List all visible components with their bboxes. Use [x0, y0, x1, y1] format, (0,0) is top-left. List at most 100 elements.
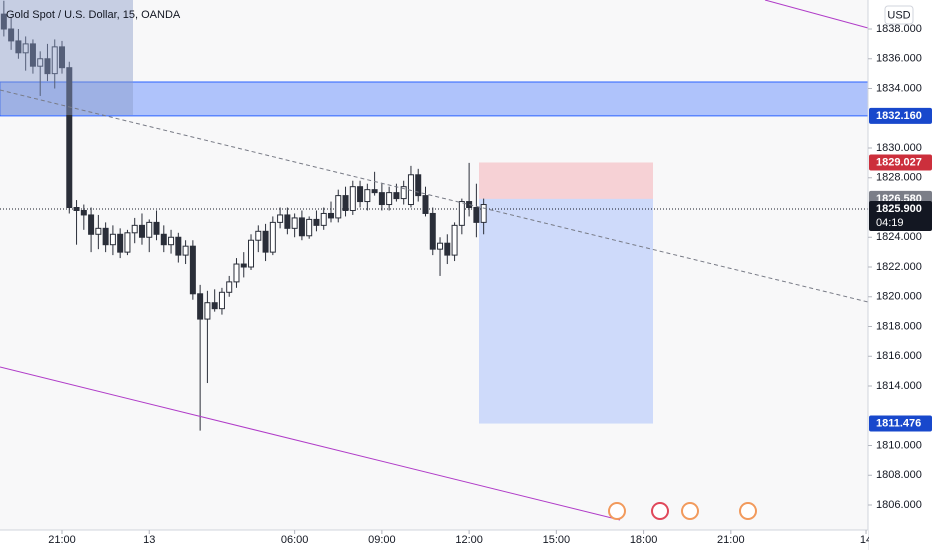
candle-body — [342, 195, 349, 211]
y-tick-label: 1820.000 — [876, 291, 922, 303]
candle-body — [153, 221, 160, 235]
candle-body — [29, 43, 36, 67]
price-label: 1832.160 — [876, 110, 922, 122]
candle-body — [291, 217, 298, 229]
axes: 1838.000 1836.000 1834.000 1830.000 1828.000… — [48, 23, 932, 550]
candle-body — [226, 281, 233, 293]
candle-body — [473, 207, 480, 223]
candle-body — [51, 46, 58, 75]
candle-body — [349, 186, 356, 211]
candle-body — [233, 263, 240, 283]
candle-body — [306, 218, 313, 237]
candle-body — [80, 209, 87, 216]
y-tick-label: 1818.000 — [876, 320, 922, 332]
axis-corner — [869, 531, 932, 550]
event-icon[interactable] — [739, 502, 757, 520]
event-icon[interactable] — [681, 502, 699, 520]
candle-body — [466, 201, 473, 209]
candle-body — [458, 201, 465, 226]
supply-zone — [0, 81, 869, 117]
price-label-box — [869, 107, 932, 124]
y-tick-label: 1822.000 — [876, 261, 922, 273]
candle-body — [138, 224, 145, 238]
channel-bottom — [0, 366, 621, 521]
price-label-box — [869, 415, 932, 432]
x-tick-label: 21:00 — [48, 534, 76, 546]
price-label-box — [869, 154, 932, 171]
countdown: 04:19 — [876, 217, 904, 229]
candle-body — [262, 230, 269, 253]
candle-body — [22, 43, 29, 54]
y-tick-label: 1828.000 — [876, 172, 922, 184]
currency: USD — [887, 9, 910, 21]
candle-body — [44, 58, 51, 75]
price-label: 1829.027 — [876, 156, 922, 168]
candle-body — [480, 204, 487, 223]
candle-body — [255, 230, 262, 241]
event-icon[interactable] — [608, 502, 626, 520]
candle-body — [284, 214, 291, 229]
candle-body — [182, 245, 189, 256]
candle-body — [371, 189, 378, 194]
y-tick-label: 1838.000 — [876, 23, 922, 35]
candle-body — [400, 186, 407, 200]
y-tick-label: 1834.000 — [876, 82, 922, 94]
candle-body — [357, 186, 364, 203]
plot — [0, 0, 869, 431]
y-tick-label: 1808.000 — [876, 469, 922, 481]
currency-box[interactable] — [884, 5, 914, 25]
candle-body — [73, 207, 80, 211]
candle-body — [320, 212, 327, 226]
candle-body — [189, 245, 196, 295]
y-tick-label: 1824.000 — [876, 231, 922, 243]
x-tick-label: 06:00 — [281, 534, 309, 546]
chart-title: Gold Spot / U.S. Dollar, 15, OANDA — [6, 9, 181, 21]
candle-body — [197, 293, 204, 320]
trend-line — [0, 89, 869, 303]
candle-body — [378, 192, 385, 206]
candle-body — [117, 233, 124, 253]
plot-background — [0, 0, 868, 530]
candle-body — [59, 46, 66, 69]
candle-body — [160, 233, 167, 246]
candle-body — [131, 224, 138, 234]
candle-body — [88, 214, 95, 235]
candle-body — [415, 174, 422, 197]
candle-body — [218, 291, 225, 310]
stop-zone — [479, 162, 653, 199]
candle-body — [335, 195, 342, 219]
candle-body — [248, 239, 255, 268]
target-zone — [479, 198, 653, 424]
candle-body — [109, 233, 116, 246]
x-tick-label: 13 — [143, 534, 155, 546]
y-tick-label: 1830.000 — [876, 142, 922, 154]
candle-body — [240, 263, 247, 268]
x-tick-label: 12:00 — [455, 534, 483, 546]
candle-body — [298, 217, 305, 237]
candle-body — [66, 67, 73, 209]
price-axis — [868, 0, 932, 550]
y-tick-label: 1814.000 — [876, 380, 922, 392]
x-tick-label: 09:00 — [368, 534, 396, 546]
candle-body — [15, 40, 22, 54]
price-label-box — [869, 200, 932, 231]
candle-body — [313, 218, 320, 226]
candle-body — [211, 302, 218, 310]
candle-body — [95, 227, 102, 235]
candle-body — [102, 227, 109, 246]
candle-body — [437, 242, 444, 250]
y-tick-label: 1836.000 — [876, 53, 922, 65]
y-tick-label: 1806.000 — [876, 499, 922, 511]
price-label: 1811.476 — [876, 417, 921, 429]
candle-body — [327, 212, 334, 219]
candle-body — [146, 221, 153, 238]
candle-body — [269, 221, 276, 253]
candle-body — [364, 189, 371, 203]
candle-body — [422, 195, 429, 214]
candle-body — [204, 302, 211, 320]
event-icon[interactable] — [651, 502, 669, 520]
x-tick-label: 15:00 — [543, 534, 571, 546]
candle-body — [277, 214, 284, 223]
candle-body — [451, 224, 458, 256]
